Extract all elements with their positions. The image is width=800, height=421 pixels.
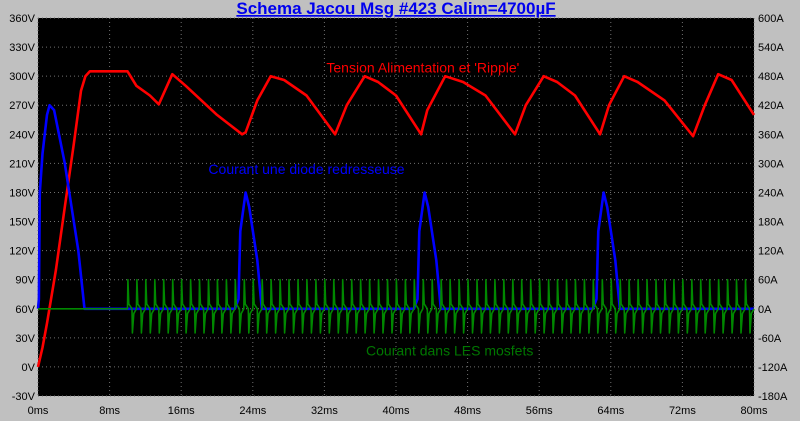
annotation-label: Courant une diode redresseuse [208, 161, 404, 177]
y-left-tick-label: 210V [9, 158, 35, 170]
y-right-tick-label: 420A [758, 100, 784, 112]
y-right-tick-label: 360A [758, 129, 784, 141]
y-left-tick-label: 300V [9, 71, 35, 83]
y-right-ticks: -180A -120A -60A 0A 60A 120A 180A 240A 300A 360A 4… [758, 13, 788, 403]
y-right-tick-label: 480A [758, 71, 784, 83]
x-tick-label: 56ms [526, 405, 553, 417]
y-left-tick-label: 270V [9, 100, 35, 112]
y-left-tick-label: 90V [15, 275, 35, 287]
x-tick-label: 16ms [168, 405, 195, 417]
y-left-tick-label: 0V [22, 362, 36, 374]
annotations: Tension Alimentation et 'Ripple' Courant … [208, 59, 533, 358]
y-left-tick-label: 330V [9, 42, 35, 54]
annotation-label: Tension Alimentation et 'Ripple' [326, 59, 519, 75]
x-tick-label: 64ms [597, 405, 624, 417]
series-group [36, 70, 756, 368]
y-right-tick-label: 120A [758, 246, 784, 258]
y-left-tick-label: -30V [12, 391, 36, 403]
series-line-1 [36, 103, 754, 311]
x-tick-label: 24ms [239, 405, 266, 417]
annotation-label: Courant dans LES mosfets [366, 342, 533, 358]
x-tick-label: 32ms [311, 405, 338, 417]
y-left-ticks: -30V 0V 30V 60V 90V 120V 150V 180V 210V 240V 270V 3… [9, 13, 35, 403]
y-left-tick-label: 360V [9, 13, 35, 25]
x-tick-label: 0ms [28, 405, 49, 417]
y-right-tick-label: 180A [758, 217, 784, 229]
x-tick-label: 80ms [741, 405, 768, 417]
y-left-tick-label: 240V [9, 129, 35, 141]
y-right-tick-label: 240A [758, 187, 784, 199]
chart-title: Schema Jacou Msg #423 Calim=4700µF [236, 0, 555, 18]
y-right-tick-label: -120A [758, 362, 788, 374]
series-line-0 [36, 70, 756, 368]
y-right-tick-label: -180A [758, 391, 788, 403]
x-tick-label: 72ms [669, 405, 696, 417]
series-line-2 [38, 278, 755, 334]
x-ticks: 0ms 8ms 16ms 24ms 32ms 40ms 48ms 56ms 64ms 72ms 80… [28, 405, 768, 417]
y-right-tick-label: 600A [758, 13, 784, 25]
y-left-tick-label: 30V [15, 333, 35, 345]
y-left-tick-label: 150V [9, 217, 35, 229]
y-left-tick-label: 60V [15, 304, 35, 316]
y-right-tick-label: 60A [758, 275, 778, 287]
x-tick-label: 48ms [454, 405, 481, 417]
x-tick-label: 8ms [99, 405, 120, 417]
y-right-tick-label: 540A [758, 42, 784, 54]
x-tick-label: 40ms [383, 405, 410, 417]
y-left-tick-label: 120V [9, 246, 35, 258]
y-right-tick-label: 300A [758, 158, 784, 170]
y-left-tick-label: 180V [9, 187, 35, 199]
y-right-tick-label: -60A [758, 333, 782, 345]
y-right-tick-label: 0A [758, 304, 772, 316]
